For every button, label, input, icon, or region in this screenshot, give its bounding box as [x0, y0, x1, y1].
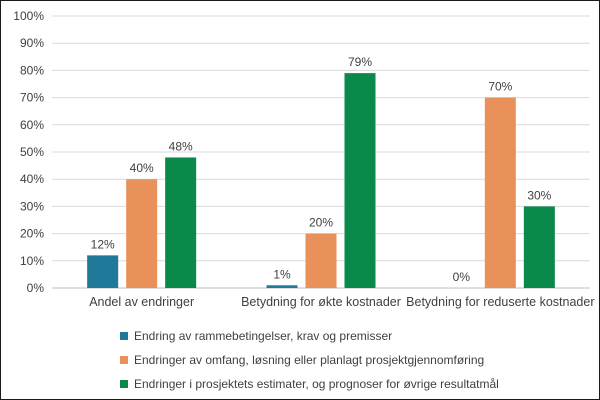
data-label: 20%	[309, 216, 333, 230]
legend-label: Endringer i prosjektets estimater, og pr…	[134, 377, 499, 391]
y-tick-label: 10%	[20, 254, 44, 268]
bar	[165, 157, 197, 288]
bars	[87, 73, 555, 289]
y-tick-label: 30%	[20, 199, 44, 213]
legend-swatch	[120, 380, 128, 388]
category-label: Andel av endringer	[89, 295, 194, 309]
bar	[344, 73, 376, 289]
bar	[87, 255, 119, 288]
legend-label: Endring av rammebetingelser, krav og pre…	[134, 329, 393, 343]
legend-swatch	[120, 332, 128, 340]
bar	[126, 179, 158, 288]
bar	[305, 233, 337, 288]
y-tick-label: 70%	[20, 91, 44, 105]
y-tick-label: 0%	[27, 281, 45, 295]
bar	[266, 285, 298, 288]
data-label: 30%	[527, 188, 551, 202]
y-tick-label: 50%	[20, 145, 44, 159]
data-labels: 12% 40% 48% 1% 20% 79% 0% 70% 30%	[91, 55, 552, 284]
data-label: 0%	[453, 270, 471, 284]
data-label: 12%	[91, 237, 115, 251]
legend: Endring av rammebetingelser, krav og pre…	[120, 324, 499, 396]
legend-item: Endringer i prosjektets estimater, og pr…	[120, 372, 499, 396]
y-tick-label: 60%	[20, 118, 44, 132]
data-label: 70%	[488, 80, 512, 94]
data-label: 79%	[348, 55, 372, 69]
legend-swatch	[120, 356, 128, 364]
data-label: 1%	[273, 267, 291, 281]
category-labels: Andel av endringer Betydning for økte kos…	[89, 295, 594, 309]
y-axis-ticks: 0% 10% 20% 30% 40% 50% 60% 70% 80% 90% 100%	[13, 9, 44, 295]
y-tick-label: 20%	[20, 227, 44, 241]
y-tick-label: 80%	[20, 63, 44, 77]
y-tick-label: 40%	[20, 172, 44, 186]
legend-item: Endringer av omfang, løsning eller planl…	[120, 348, 499, 372]
legend-item: Endring av rammebetingelser, krav og pre…	[120, 324, 499, 348]
y-tick-label: 90%	[20, 36, 44, 50]
category-label: Betydning for økte kostnader	[241, 295, 401, 309]
y-tick-label: 100%	[13, 9, 44, 23]
data-label: 48%	[169, 139, 193, 153]
bar	[523, 206, 555, 288]
category-label: Betydning for reduserte kostnader	[406, 295, 594, 309]
data-label: 40%	[130, 161, 154, 175]
bar	[484, 97, 516, 288]
legend-label: Endringer av omfang, løsning eller planl…	[134, 353, 485, 367]
bar-chart: 0% 10% 20% 30% 40% 50% 60% 70% 80% 90% 100% 12% 40%…	[13, 9, 594, 309]
